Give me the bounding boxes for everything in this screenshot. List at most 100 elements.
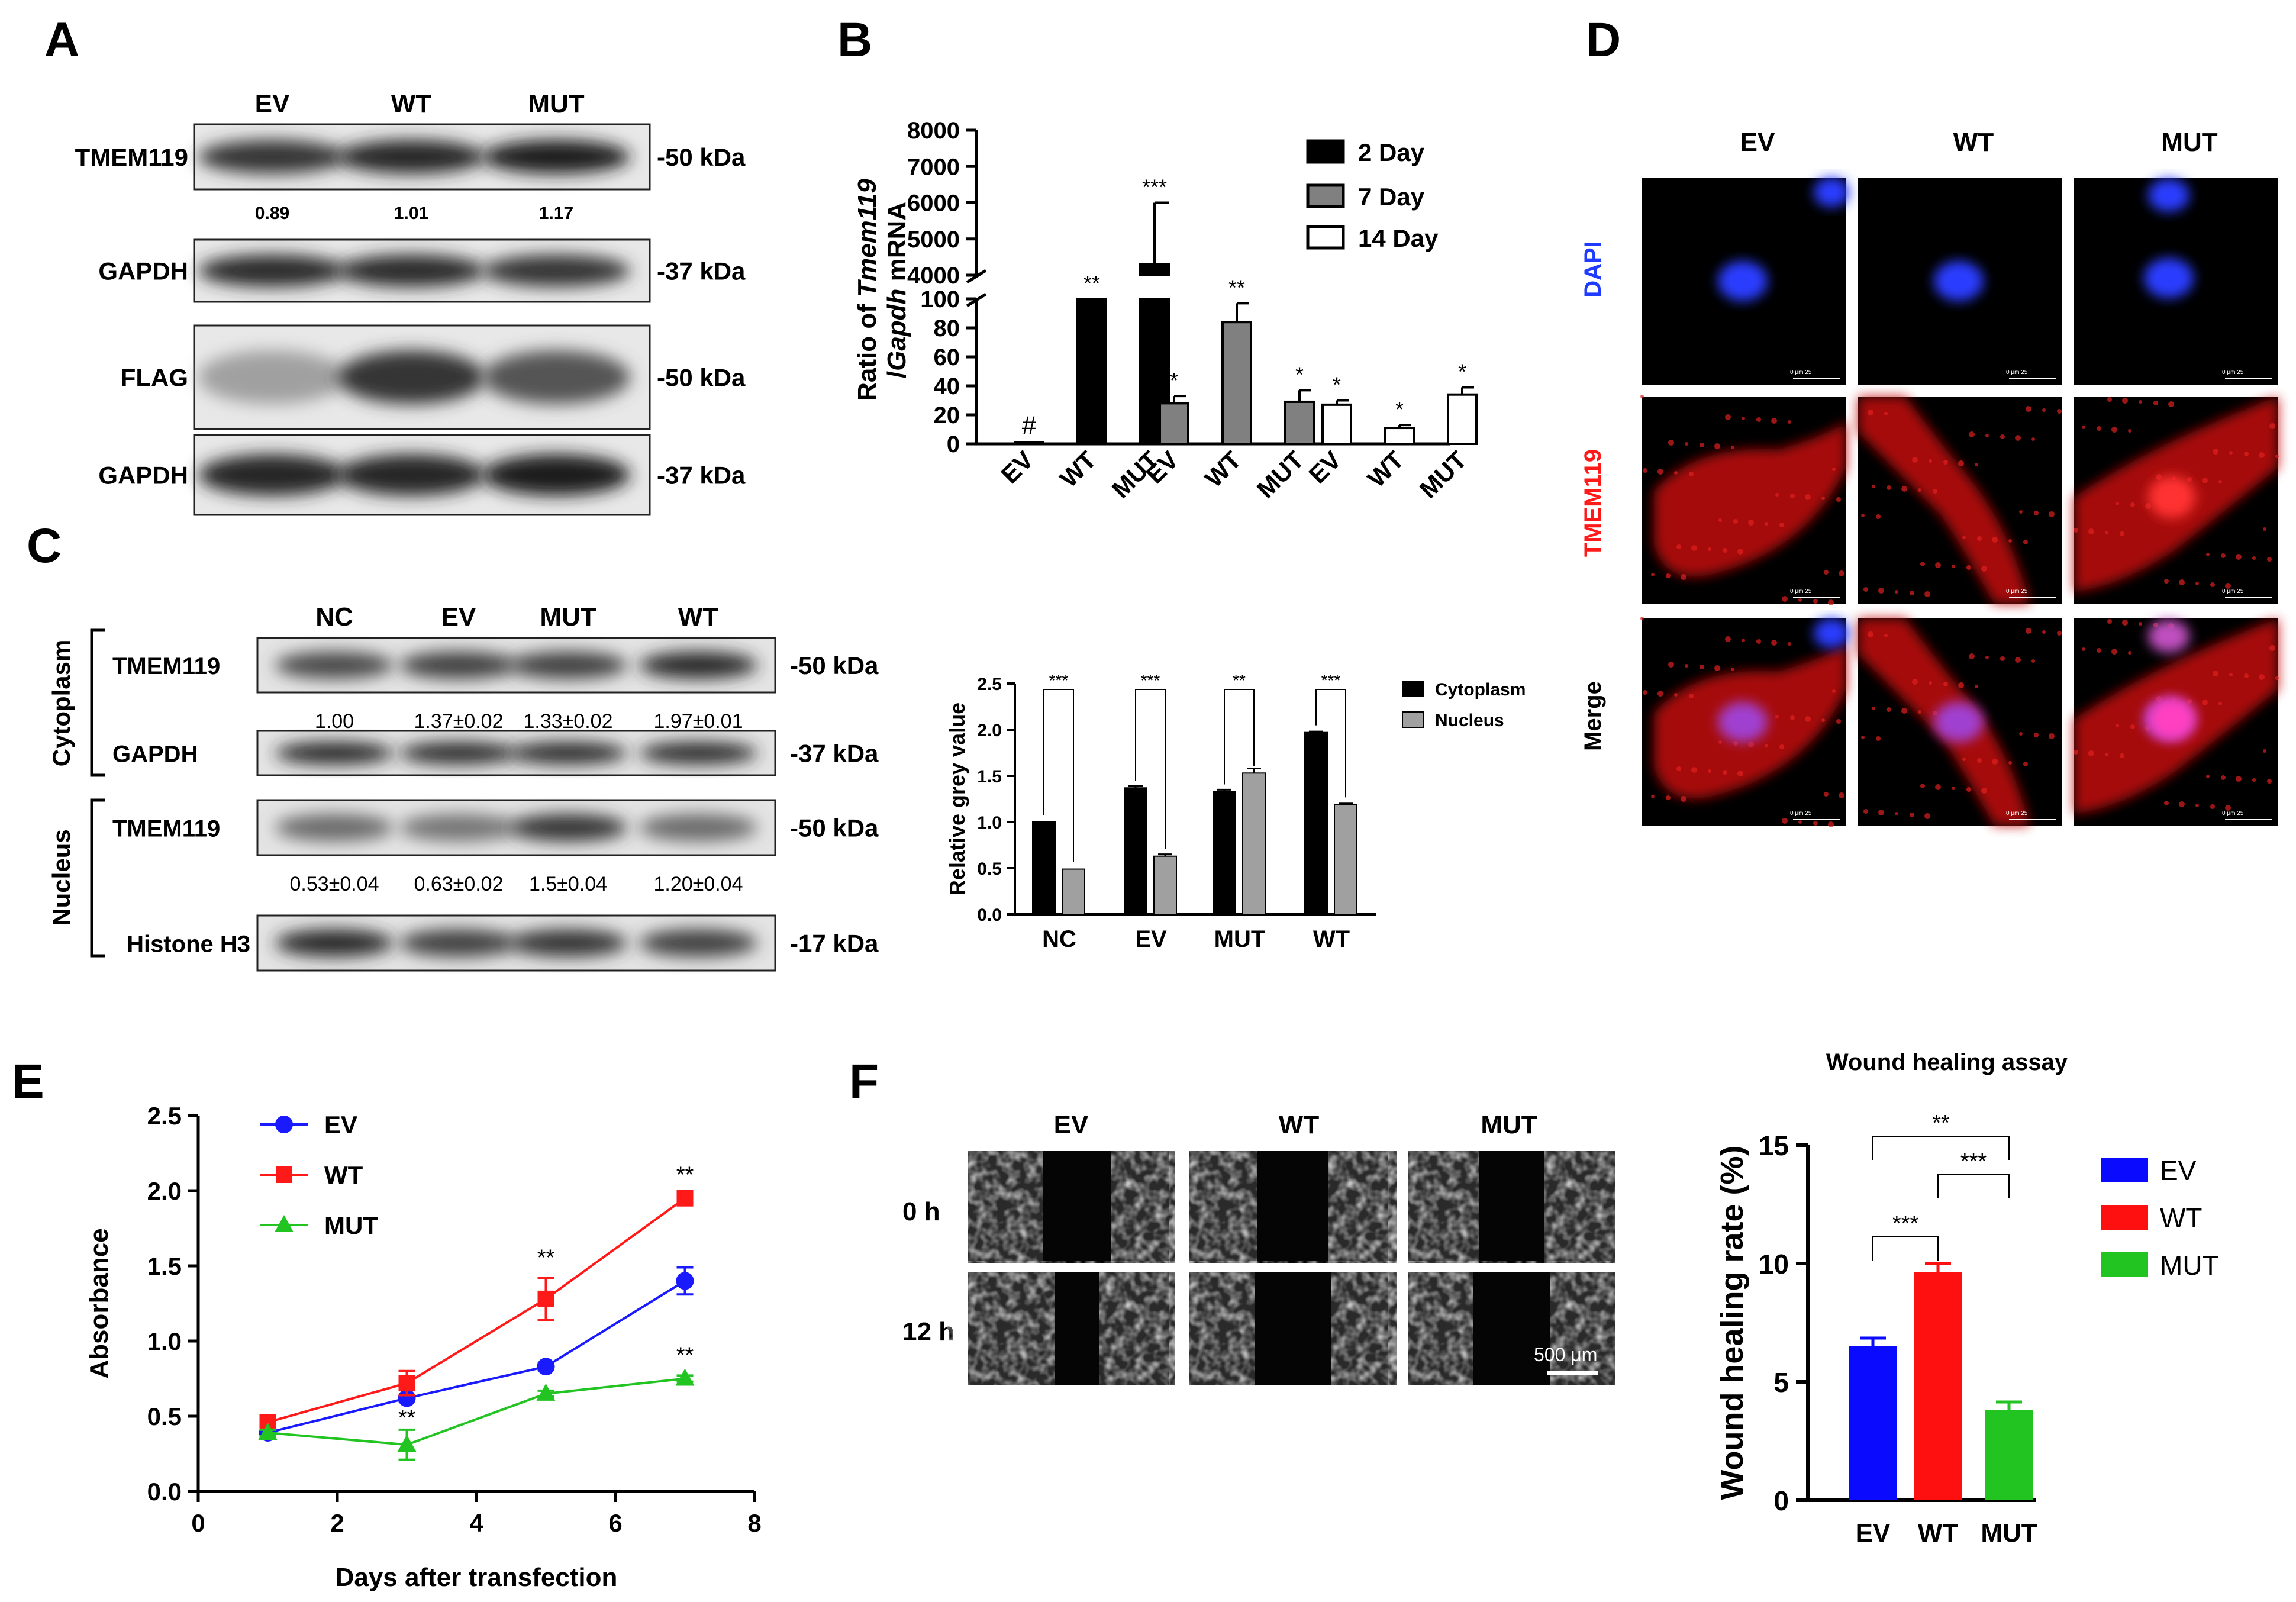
if-speckle (1912, 457, 1918, 463)
if-speckle (2252, 556, 2256, 560)
if-speckle (1748, 520, 1754, 526)
if-nucleus (2144, 258, 2194, 298)
if-speckle (1901, 486, 1907, 492)
if-speckle (1884, 634, 1888, 637)
if-speckle (1872, 707, 1875, 710)
if-speckle (2019, 732, 2023, 736)
if-speckle (1863, 809, 1868, 814)
b-significance: *** (1142, 175, 1167, 199)
b-significance: # (1022, 411, 1037, 440)
if-speckle (1828, 599, 1834, 605)
blot-a-band (482, 350, 630, 404)
f-significance-bracket (1872, 1236, 1939, 1261)
if-scale-text: 0 μm 25 (2222, 810, 2244, 817)
f-bar (1985, 1410, 2033, 1500)
wound-col-ev: EV (1054, 1110, 1089, 1139)
b-legend-swatch (1306, 139, 1345, 164)
if-speckle (1821, 497, 1825, 500)
if-speckle (1700, 665, 1704, 669)
if-col-wt: WT (1953, 128, 1994, 157)
b-bar (1076, 298, 1107, 445)
if-col-ev: EV (1740, 128, 1775, 157)
if-nucleus-magenta (2148, 698, 2195, 740)
if-speckle (1887, 485, 1891, 490)
blot-c-col-mut: MUT (540, 602, 596, 631)
blot-c-label: Histone H3 (127, 931, 250, 958)
blot-a-band (482, 140, 630, 174)
e-y-axis-label: Absorbance (85, 1228, 114, 1378)
if-speckle (1691, 545, 1697, 551)
b-y-tick-label: 0 (947, 431, 960, 457)
if-speckle (1733, 519, 1738, 524)
if-scale-text: 0 μm 25 (2222, 369, 2244, 376)
if-image-tile: 0 μm 25 (1858, 178, 2062, 385)
wound-gap (1255, 1272, 1331, 1385)
if-speckle (1895, 590, 1898, 594)
if-speckle (2202, 478, 2208, 483)
if-speckle (1975, 685, 1978, 688)
if-speckle (2008, 539, 2012, 543)
if-speckle (1981, 788, 1987, 794)
blot-c-band (399, 742, 518, 765)
e-significance: ** (537, 1245, 555, 1270)
if-speckle (2267, 779, 2272, 784)
if-speckle (2195, 582, 2199, 585)
blot-a-value: 0.89 (255, 204, 289, 223)
f-y-axis-label: Wound healing rate (%) (1714, 1145, 1750, 1500)
if-speckle (1935, 562, 1941, 568)
if-image-tile: 0 μm 25 (1642, 178, 1849, 385)
if-speckle (2225, 583, 2231, 589)
c-y-tick-label: 1.5 (977, 767, 1002, 787)
if-speckle (1723, 770, 1727, 775)
if-speckle (1782, 596, 1788, 602)
blot-a-band (482, 254, 630, 287)
if-speckle (1790, 494, 1795, 498)
if-speckle (1689, 472, 1694, 476)
if-image-tile: 0 μm 25 (1640, 395, 1846, 605)
e-point (675, 1368, 695, 1386)
blot-a-label: GAPDH (98, 257, 188, 285)
if-speckle (1737, 549, 1743, 555)
if-speckle (2128, 429, 2131, 433)
blot-a-col-wt: WT (391, 89, 432, 118)
e-significance: ** (676, 1343, 694, 1368)
if-speckle (1876, 514, 1881, 519)
if-speckle (1969, 653, 1975, 659)
b-ylabel2-gene: Gapdh (882, 289, 911, 371)
f-legend-label: MUT (2160, 1250, 2219, 1281)
c-significance: ** (1233, 671, 1246, 689)
if-speckle (1924, 591, 1930, 597)
b-significance: ** (1083, 271, 1100, 295)
panel-f-wound-rate-chart: Wound healing assay 0 5 10 15 Wound healing r… (1714, 1049, 2219, 1548)
if-image-tile: 0 μm 25 (1640, 617, 1849, 827)
c-significance: *** (1141, 671, 1160, 689)
if-speckle (1952, 787, 1955, 790)
b-ylabel-gene: Tmem119 (853, 179, 882, 297)
b-bar (1014, 441, 1044, 445)
c-y-axis-label: Relative grey value (945, 702, 969, 895)
wound-gap (1043, 1151, 1111, 1263)
if-speckle (1876, 736, 1881, 741)
blot-a-col-ev: EV (255, 89, 290, 118)
if-speckle (2026, 628, 2031, 634)
f-y-tick-label: 10 (1759, 1249, 1789, 1279)
blot-a-label: FLAG (121, 364, 188, 392)
blot-c-col-ev: EV (441, 602, 476, 631)
if-speckle (1681, 574, 1686, 580)
if-speckle (1723, 548, 1727, 553)
if-speckle (1714, 443, 1720, 449)
if-speckle (2049, 733, 2055, 739)
if-speckle (2269, 645, 2275, 651)
if-speckle (2164, 801, 2169, 805)
if-speckle (1920, 784, 1925, 788)
if-speckle (2213, 671, 2218, 676)
if-speckle (1992, 759, 1998, 765)
e-series-line (267, 1377, 685, 1446)
if-speckle (1912, 679, 1918, 685)
if-cell-body (1858, 397, 2030, 604)
if-speckle (2120, 531, 2124, 536)
c-legend-swatch (1402, 711, 1424, 728)
if-speckle (1943, 682, 1948, 686)
if-speckle (1666, 795, 1671, 800)
if-speckle (1821, 718, 1825, 722)
